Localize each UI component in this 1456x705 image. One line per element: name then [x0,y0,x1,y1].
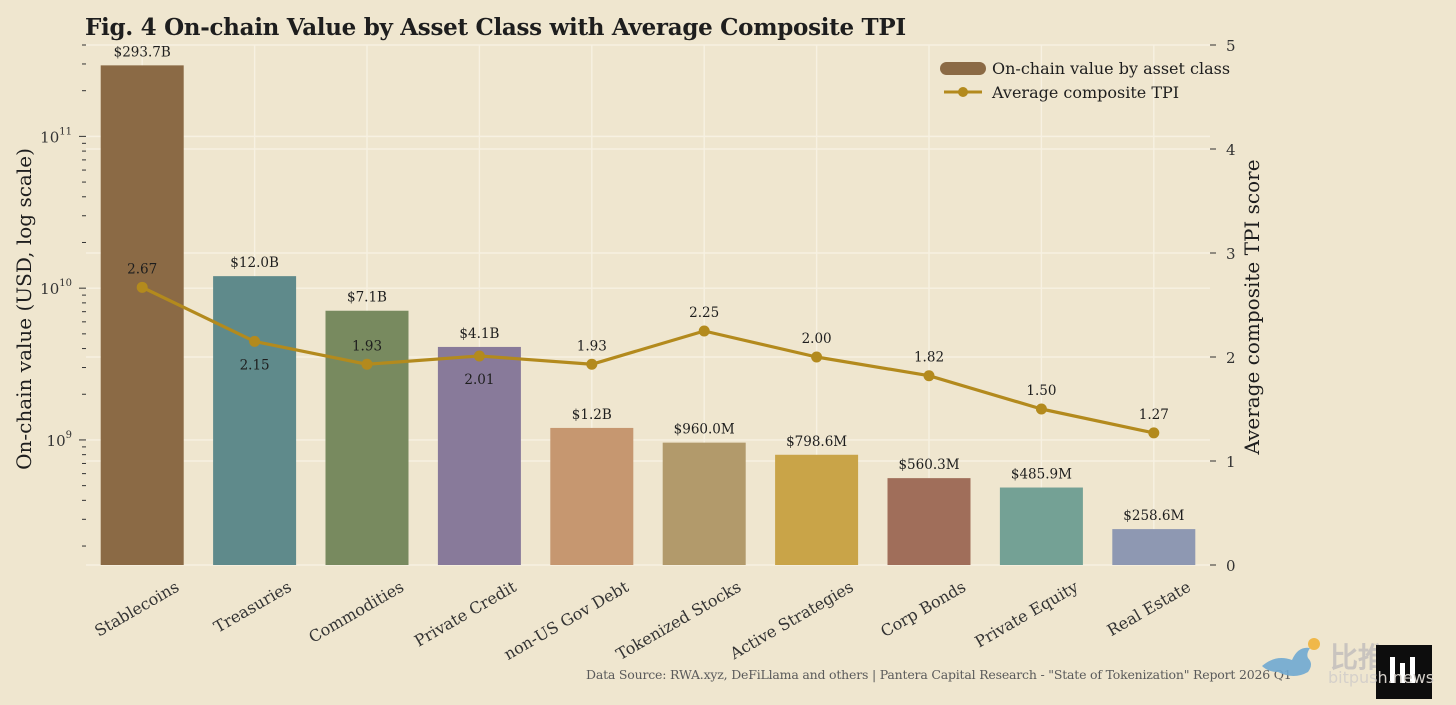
x-tick-label: Stablecoins [91,577,182,640]
tpi-point [698,325,710,337]
bar-tokenized-stocks [662,442,746,565]
y-tick-label: 109 [47,430,72,450]
legend-label-line: Average composite TPI [991,83,1179,102]
tpi-value-label: 2.01 [464,372,494,388]
x-tick-label: non-US Gov Debt [500,577,632,664]
watermark-en: bitpush.news [1328,668,1435,687]
bar-private-equity [999,487,1083,565]
bar-value-label: $560.3M [898,457,959,473]
y2-tick-label: 5 [1226,37,1236,55]
tpi-line [141,285,1155,435]
y-tick-label: 1010 [40,278,72,298]
tpi-value-label: 2.00 [802,331,832,347]
bar-non-us-gov-debt [550,427,634,565]
tpi-point [361,358,373,370]
tpi-point [586,358,598,370]
y2-tick-label: 1 [1226,453,1236,471]
tpi-point [811,351,823,363]
bar-value-label: $485.9M [1011,467,1072,483]
tpi-value-label: 1.50 [1026,383,1056,399]
bar-stablecoins [100,65,184,565]
bar-value-label: $293.7B [114,44,171,60]
data-source-note: Data Source: RWA.xyz, DeFiLlama and othe… [586,667,1292,682]
y-tick-label: 1011 [40,126,72,146]
tpi-value-label: 2.15 [240,357,270,373]
bar-value-label: $1.2B [572,407,612,423]
x-tick-label: Active Strategies [726,577,857,664]
x-tick-label: Private Equity [972,577,1082,651]
bar-value-label: $7.1B [347,290,387,306]
tpi-value-label: 2.25 [689,305,719,321]
bar-value-label: $258.6M [1123,508,1184,524]
y2-tick-label: 2 [1226,349,1236,367]
tpi-value-label: 2.67 [127,261,157,277]
legend-swatch-marker [958,87,968,97]
bird-logo-icon [1262,638,1320,676]
legend-swatch-bar [940,62,986,75]
tpi-value-label: 1.27 [1139,407,1169,423]
bar-corp-bonds [887,478,971,565]
bar-private-credit [437,346,521,565]
tpi-point [136,281,148,293]
bar-real-estate [1112,529,1196,565]
chart-title: Fig. 4 On-chain Value by Asset Class wit… [85,14,906,41]
bar-value-label: $4.1B [459,326,499,342]
y2-tick-label: 4 [1226,141,1236,159]
y2-tick-label: 0 [1226,557,1236,575]
y-axis-title: On-chain value (USD, log scale) [12,148,36,470]
bar-value-label: $12.0B [230,255,279,271]
tpi-point [473,350,485,362]
publisher-logo-icon [1376,645,1432,699]
tpi-point [1035,403,1047,415]
tpi-value-label: 1.93 [352,338,382,354]
x-tick-label: Private Credit [411,577,520,651]
tpi-value-label: 1.82 [914,350,944,366]
tpi-point [1148,427,1160,439]
y2-axis-title: Average composite TPI score [1240,159,1264,455]
x-tick-label: Corp Bonds [877,577,969,641]
y2-tick-label: 3 [1226,245,1236,263]
bar-commodities [325,310,409,565]
x-tick-label: Treasuries [210,577,294,637]
x-tick-label: Commodities [305,577,407,647]
bar-value-label: $798.6M [786,434,847,450]
x-tick-label: Tokenized Stocks [613,577,744,664]
bar-active-strategies [775,454,859,565]
tpi-point [923,370,935,382]
tpi-point [249,335,261,347]
bar-treasuries [213,276,297,565]
tpi-value-label: 1.93 [577,338,607,354]
legend-label-bar: On-chain value by asset class [992,59,1230,78]
bar-value-label: $960.0M [674,422,735,438]
x-tick-label: Real Estate [1104,577,1194,640]
